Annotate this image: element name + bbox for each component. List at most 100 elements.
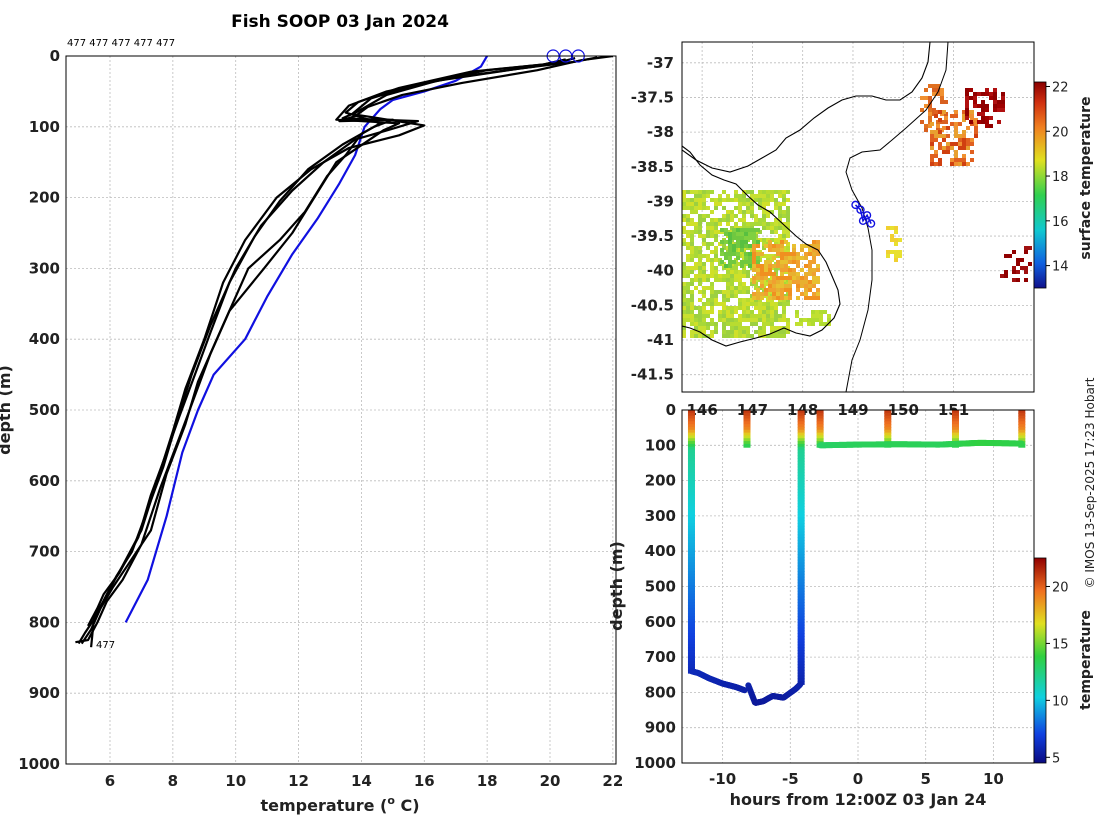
sst-pixel [819, 314, 823, 318]
sst-pixel [746, 202, 750, 206]
section-spike-cell [687, 480, 695, 485]
sst-pixel [736, 252, 740, 256]
sst-pixel [750, 202, 754, 206]
sst-pixel [690, 310, 694, 314]
sst-pixel [698, 226, 702, 230]
sst-pixel [827, 322, 831, 326]
sst-pixel [812, 296, 816, 300]
sst-pixel [786, 206, 790, 210]
sst-pixel [702, 214, 706, 218]
sst-pixel [808, 260, 812, 264]
sst-pixel [740, 228, 744, 232]
sst-pixel [702, 202, 706, 206]
sst-pixel [772, 272, 776, 276]
sst-pixel [954, 142, 958, 146]
section-spike-cell [797, 672, 805, 677]
section-spike-cell [743, 424, 751, 428]
section-spike-cell [687, 630, 695, 635]
sst-pixel [690, 190, 694, 194]
section-spike-cell [687, 551, 695, 556]
section-spike-cell [797, 480, 805, 485]
sst-pixel [714, 278, 718, 282]
profiles-xtick-label: 22 [602, 772, 623, 790]
sst-pixel [1024, 270, 1028, 274]
sst-pixel [800, 276, 804, 280]
sst-pixel [772, 292, 776, 296]
sst-pixel [738, 198, 742, 202]
sst-pixel [800, 280, 804, 284]
sst-pixel [795, 310, 799, 314]
sst-pixel [977, 120, 981, 124]
sst-pixel [1001, 108, 1005, 112]
sst-pixel [772, 244, 776, 248]
sst-pixel [894, 238, 898, 242]
sst-pixel [758, 202, 762, 206]
sst-pixel [770, 330, 774, 334]
sst-pixel [981, 92, 985, 96]
sst-pixel [778, 190, 782, 194]
sst-pixel [928, 116, 932, 120]
sst-pixel [774, 198, 778, 202]
sst-pixel [985, 104, 989, 108]
sst-pixel [774, 222, 778, 226]
sst-pixel [758, 326, 762, 330]
sst-pixel [702, 238, 706, 242]
profiles-ytick-label: 0 [50, 47, 60, 65]
profiles-grid [66, 55, 616, 765]
sst-pixel [742, 202, 746, 206]
sst-pixel [694, 254, 698, 258]
sst-pixel [702, 206, 706, 210]
section-spike-cell [687, 517, 695, 522]
sst-pixel [795, 314, 799, 318]
sst-pixel [766, 314, 770, 318]
section-spike-cell [687, 472, 695, 476]
sst-pixel [803, 318, 807, 322]
sst-pixel [754, 198, 758, 202]
sst-pixel [706, 258, 710, 262]
map-ytick-label: -39.5 [631, 227, 674, 245]
sst-pixel [734, 294, 738, 298]
sst-pixel [989, 124, 993, 128]
sst-pixel [800, 256, 804, 260]
sst-pixel [778, 226, 782, 230]
sst-pixel [706, 190, 710, 194]
section-spike-cell [797, 424, 805, 428]
sst-pixel [734, 306, 738, 310]
sst-pixel [718, 274, 722, 278]
sst-pixel [764, 276, 768, 280]
sst-pixel [752, 268, 756, 272]
sst-pixel [966, 126, 970, 130]
profile-line-profile-3 [77, 57, 576, 645]
sst-pixel [786, 214, 790, 218]
sst-pixel [726, 194, 730, 198]
sst-pixel [746, 314, 750, 318]
sst-pixel [754, 218, 758, 222]
section-spike-cell [797, 576, 805, 581]
sst-pixel [752, 228, 756, 232]
sst-pixel [748, 256, 752, 260]
sst-pixel [946, 146, 950, 150]
section-spike-cell [951, 418, 959, 423]
section-spike-cell [797, 548, 805, 553]
section-spike-cell [951, 415, 959, 420]
section-spike-cell [1018, 424, 1026, 428]
sst-pixel [714, 274, 718, 278]
sst-pixel [1004, 274, 1008, 278]
ship-track [851, 200, 876, 228]
sst-pixel [766, 194, 770, 198]
sst-pixel [924, 104, 928, 108]
sst-pixel [734, 274, 738, 278]
sst-pixel [752, 260, 756, 264]
sst-pixel [726, 314, 730, 318]
sst-pixel [714, 238, 718, 242]
sst-pixel [726, 278, 730, 282]
section-spike-cell [816, 415, 824, 420]
sst-pixel [1016, 262, 1020, 266]
sst-pixel [690, 314, 694, 318]
sst-pixel [804, 296, 808, 300]
sst-pixel [890, 234, 894, 238]
section-spike-cell [797, 511, 805, 516]
sst-pixel [714, 234, 718, 238]
section-xtick-label: 0 [853, 770, 863, 788]
sst-pixel [698, 298, 702, 302]
